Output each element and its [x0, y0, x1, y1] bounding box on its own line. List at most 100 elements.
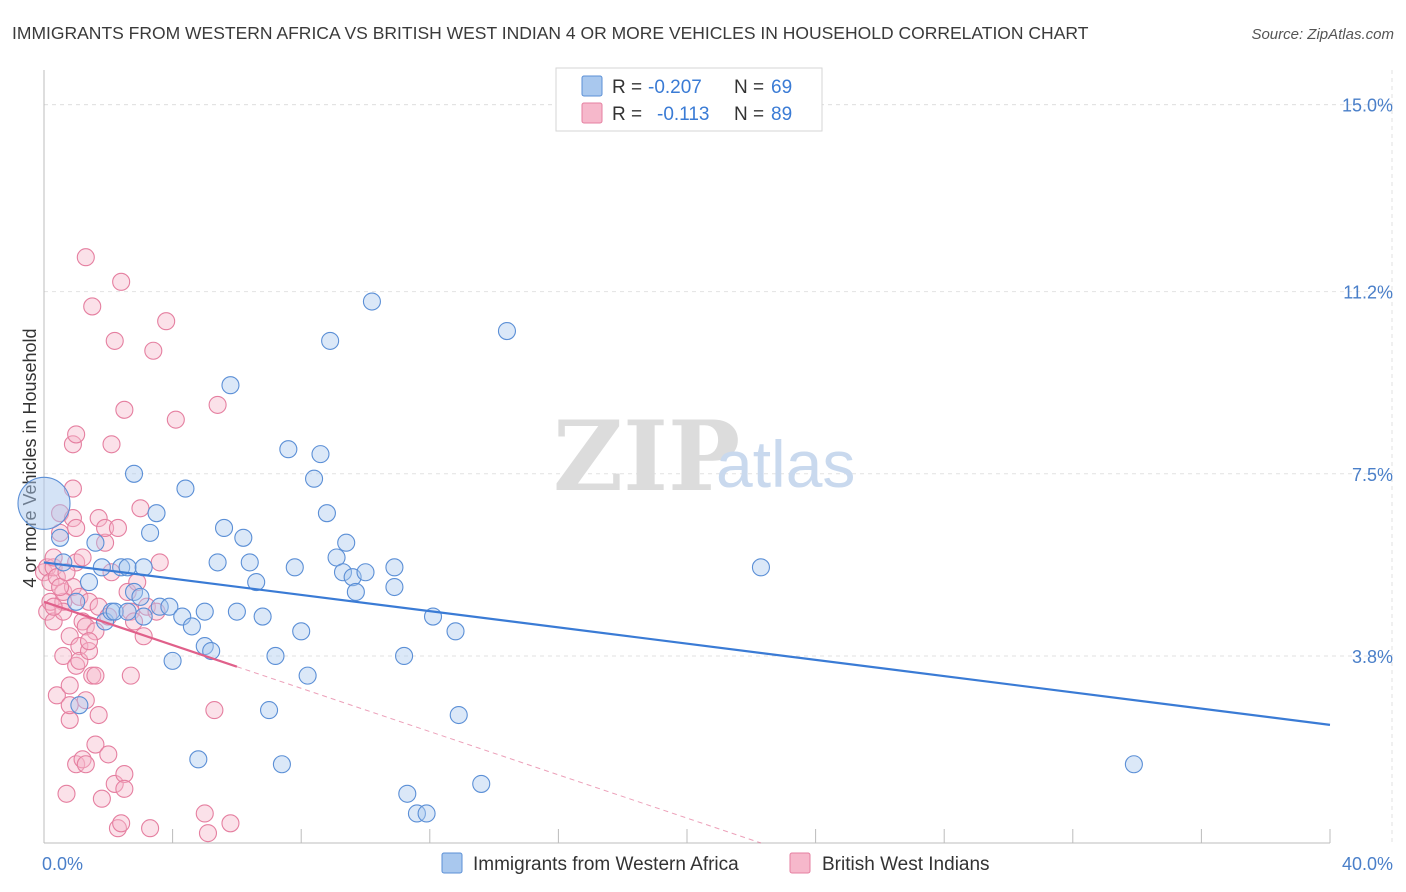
blue-point-42 [279, 440, 298, 459]
blue-point-10 [105, 602, 124, 621]
pink-point-40 [86, 735, 105, 754]
pink-point-39 [83, 297, 102, 316]
blue-point-19 [141, 523, 160, 542]
blue-point-22 [160, 597, 179, 616]
blue-point-7 [92, 558, 111, 577]
blue-point-47 [311, 445, 330, 464]
watermark-atlas: atlas [716, 427, 855, 501]
x-minor-ticks [172, 829, 1331, 843]
legend-n-label-blue: N = [734, 77, 764, 98]
pink-point-74 [157, 312, 176, 331]
pink-point-70 [141, 819, 160, 838]
bottom-legend-swatch-pink [789, 852, 811, 874]
pink-point-48 [96, 518, 115, 538]
pink-point-55 [108, 518, 127, 538]
pink-point-24 [67, 656, 86, 675]
pink-point-69 [137, 597, 156, 616]
pink-point-60 [115, 400, 134, 419]
pink-point-86 [79, 632, 99, 651]
pink-trend-dashed [236, 666, 762, 844]
blue-point-45 [298, 666, 317, 685]
pink-point-35 [76, 248, 95, 267]
blue-point-24 [173, 607, 192, 626]
y-tick-labels: 15.0% 11.2% 7.5% 3.8% [1342, 96, 1393, 667]
pink-point-65 [124, 612, 144, 631]
pink-point-8 [47, 686, 66, 705]
stats-legend: R = -0.207 N = 69 R = -0.113 N = 89 [555, 67, 823, 132]
pink-point-57 [112, 272, 131, 291]
chart-source: Source: ZipAtlas.com [1251, 26, 1394, 43]
blue-point-2 [54, 553, 73, 572]
pink-point-6 [44, 548, 63, 567]
blue-point-6 [86, 533, 105, 552]
legend-r-label-blue: R = [612, 77, 642, 98]
y-tick-label-0: 15.0% [1342, 96, 1393, 116]
legend-r-value-pink: -0.113 [657, 104, 709, 125]
pink-point-75 [166, 410, 185, 429]
blue-point-5 [79, 573, 99, 592]
blue-point-27 [189, 750, 208, 769]
legend-r-label-pink: R = [612, 104, 642, 125]
pink-point-56 [108, 819, 127, 838]
pink-point-84 [57, 563, 76, 582]
blue-point-60 [398, 784, 417, 803]
blue-point-55 [356, 563, 375, 582]
pink-point-47 [96, 533, 115, 552]
x-tick-label-1: 40.0% [1342, 854, 1393, 874]
pink-point-63 [121, 666, 140, 685]
pink-point-45 [89, 705, 108, 725]
blue-point-66 [472, 774, 491, 793]
blue-point-40 [266, 646, 285, 665]
pink-point-16 [60, 627, 79, 646]
blue-point-68 [751, 558, 770, 577]
pink-point-51 [102, 435, 121, 454]
legend-n-value-pink: 89 [771, 104, 792, 125]
blue-point-56 [362, 292, 381, 311]
blue-point-52 [337, 533, 356, 552]
pink-point-27 [70, 587, 89, 606]
pink-point-77 [198, 824, 218, 843]
blue-point-28 [195, 602, 214, 621]
pink-point-58 [112, 814, 131, 833]
pink-point-71 [144, 341, 163, 360]
y-axis-label: 4 or more Vehicles in Household [20, 328, 40, 587]
blue-point-15 [124, 464, 144, 483]
blue-point-44 [292, 622, 311, 641]
blue-point-23 [163, 651, 182, 670]
blue-point-35 [234, 528, 253, 547]
blue-point-4 [70, 696, 89, 715]
blue-point-58 [385, 577, 404, 597]
blue-point-20 [147, 504, 166, 523]
blue-point-67 [497, 322, 517, 341]
blue-point-30 [202, 641, 221, 661]
blue-point-51 [333, 563, 353, 582]
pink-point-44 [89, 509, 108, 528]
y-tick-label-2: 7.5% [1352, 465, 1393, 485]
pink-point-61 [115, 779, 134, 798]
blue-point-39 [259, 701, 279, 720]
blue-point-65 [449, 705, 468, 725]
pink-point-37 [79, 592, 99, 611]
y-tick-label-1: 11.2% [1343, 283, 1393, 303]
bottom-legend-swatch-blue [441, 852, 463, 874]
blue-point-38 [253, 607, 272, 626]
x-tick-label-0: 0.0% [42, 854, 83, 874]
legend-swatch-blue [581, 75, 603, 97]
x-tick-labels: 0.0% 40.0% [42, 854, 1393, 874]
pink-point-21 [63, 435, 82, 454]
pink-point-15 [57, 784, 76, 803]
pink-point-67 [131, 499, 150, 518]
series-immigrants-western-africa [17, 292, 1143, 823]
blue-point-69 [1124, 755, 1143, 774]
blue-point-16 [131, 587, 150, 606]
pink-point-28 [70, 637, 89, 656]
legend-n-label-pink: N = [734, 104, 764, 125]
pink-point-26 [67, 425, 86, 444]
pink-point-30 [73, 750, 92, 769]
legend-n-value-blue: 69 [771, 77, 792, 98]
pink-point-32 [76, 617, 95, 636]
blue-point-49 [321, 331, 340, 350]
blue-point-64 [446, 622, 465, 641]
pink-point-53 [105, 774, 124, 793]
